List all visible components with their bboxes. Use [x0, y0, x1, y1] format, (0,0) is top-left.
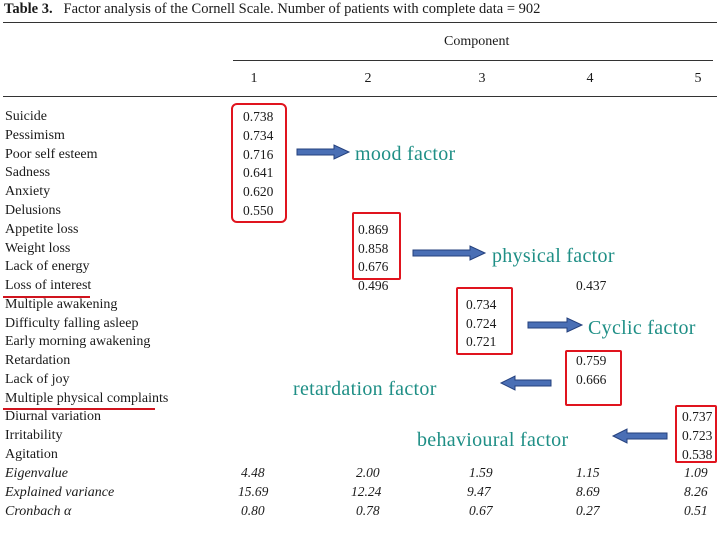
- mood-factor-box: [231, 103, 287, 223]
- cronbach-value: 0.80: [241, 503, 265, 518]
- explained-variance-value: 12.24: [351, 484, 382, 499]
- loading-value: 0.620: [243, 184, 274, 199]
- column-number-3: 3: [478, 71, 486, 86]
- row-label: Sadness: [5, 165, 51, 180]
- loading-value: 0.723: [682, 428, 713, 443]
- row-label: Weight loss: [5, 241, 71, 256]
- loading-value: 0.724: [466, 316, 497, 331]
- loading-value: 0.437: [576, 278, 607, 293]
- cyclic-factor-label: Cyclic factor: [588, 317, 696, 339]
- stat-label-cronbach: Cronbach α: [5, 504, 72, 519]
- loading-value: 0.737: [682, 409, 713, 424]
- loading-value: 0.734: [243, 128, 274, 143]
- retardation-factor-label: retardation factor: [293, 378, 437, 400]
- eigenvalue-value: 4.48: [241, 465, 265, 480]
- row-label: Agitation: [5, 447, 58, 462]
- arrow-right-icon: [296, 144, 351, 160]
- cronbach-value: 0.67: [469, 503, 493, 518]
- row-label: Early morning awakening: [5, 334, 151, 349]
- row-label: Irritability: [5, 428, 63, 443]
- eigenvalue-value: 1.09: [684, 465, 708, 480]
- eigenvalue-value: 1.15: [576, 465, 600, 480]
- arrow-left-icon: [499, 375, 552, 391]
- table-caption-text: Factor analysis of the Cornell Scale. Nu…: [63, 1, 541, 17]
- explained-variance-value: 8.69: [576, 484, 600, 499]
- row-label: Multiple physical complaints: [5, 391, 169, 406]
- table-caption: Table 3. Factor analysis of the Cornell …: [4, 1, 540, 18]
- table-caption-label: Table 3.: [4, 1, 53, 17]
- arrow-right-icon: [527, 317, 584, 333]
- loading-value: 0.666: [576, 372, 607, 387]
- column-number-1: 1: [250, 71, 258, 86]
- component-rule: [233, 60, 713, 61]
- column-number-2: 2: [364, 71, 372, 86]
- behavioural-factor-label: behavioural factor: [417, 429, 569, 451]
- arrow-right-icon: [412, 245, 487, 261]
- row-label: Loss of interest: [5, 278, 92, 293]
- row-label: Retardation: [5, 353, 71, 368]
- row-label: Lack of energy: [5, 259, 90, 274]
- header-rule: [3, 96, 717, 97]
- column-number-5: 5: [694, 71, 702, 86]
- stat-label-eigenvalue: Eigenvalue: [5, 466, 68, 481]
- behavioural-factor-box: [675, 405, 717, 463]
- loading-value: 0.496: [358, 278, 389, 293]
- loading-value: 0.738: [243, 109, 274, 124]
- loss-of-interest-underline: [3, 296, 90, 298]
- arrow-left-icon: [611, 428, 668, 444]
- loading-value: 0.869: [358, 222, 389, 237]
- row-label: Difficulty falling asleep: [5, 316, 139, 331]
- retardation-factor-box: [565, 350, 622, 406]
- loading-value: 0.550: [243, 203, 274, 218]
- explained-variance-value: 9.47: [467, 484, 491, 499]
- row-label: Anxiety: [5, 184, 51, 199]
- cronbach-value: 0.78: [356, 503, 380, 518]
- multiple-physical-complaints-underline: [3, 408, 155, 410]
- stat-label-explained-variance: Explained variance: [5, 485, 115, 500]
- row-label: Suicide: [5, 109, 47, 124]
- loading-value: 0.734: [466, 297, 497, 312]
- loading-value: 0.641: [243, 165, 274, 180]
- row-label: Multiple awakening: [5, 297, 118, 312]
- loading-value: 0.759: [576, 353, 607, 368]
- physical-factor-box: [352, 212, 401, 280]
- row-label: Diurnal variation: [5, 409, 102, 424]
- explained-variance-value: 15.69: [238, 484, 269, 499]
- column-number-4: 4: [586, 71, 594, 86]
- loading-value: 0.716: [243, 147, 274, 162]
- row-label: Lack of joy: [5, 372, 70, 387]
- loading-value: 0.538: [682, 447, 713, 462]
- loading-value: 0.858: [358, 241, 389, 256]
- cronbach-value: 0.27: [576, 503, 600, 518]
- loading-value: 0.676: [358, 259, 389, 274]
- component-header: Component: [444, 34, 510, 49]
- eigenvalue-value: 1.59: [469, 465, 493, 480]
- row-label: Appetite loss: [5, 222, 79, 237]
- eigenvalue-value: 2.00: [356, 465, 380, 480]
- loading-value: 0.721: [466, 334, 497, 349]
- cronbach-value: 0.51: [684, 503, 708, 518]
- physical-factor-label: physical factor: [492, 245, 615, 267]
- explained-variance-value: 8.26: [684, 484, 708, 499]
- mood-factor-label: mood factor: [355, 143, 456, 165]
- cyclic-factor-box: [456, 287, 513, 355]
- top-rule: [3, 22, 717, 23]
- row-label: Pessimism: [5, 128, 65, 143]
- row-label: Poor self esteem: [5, 147, 98, 162]
- row-label: Delusions: [5, 203, 61, 218]
